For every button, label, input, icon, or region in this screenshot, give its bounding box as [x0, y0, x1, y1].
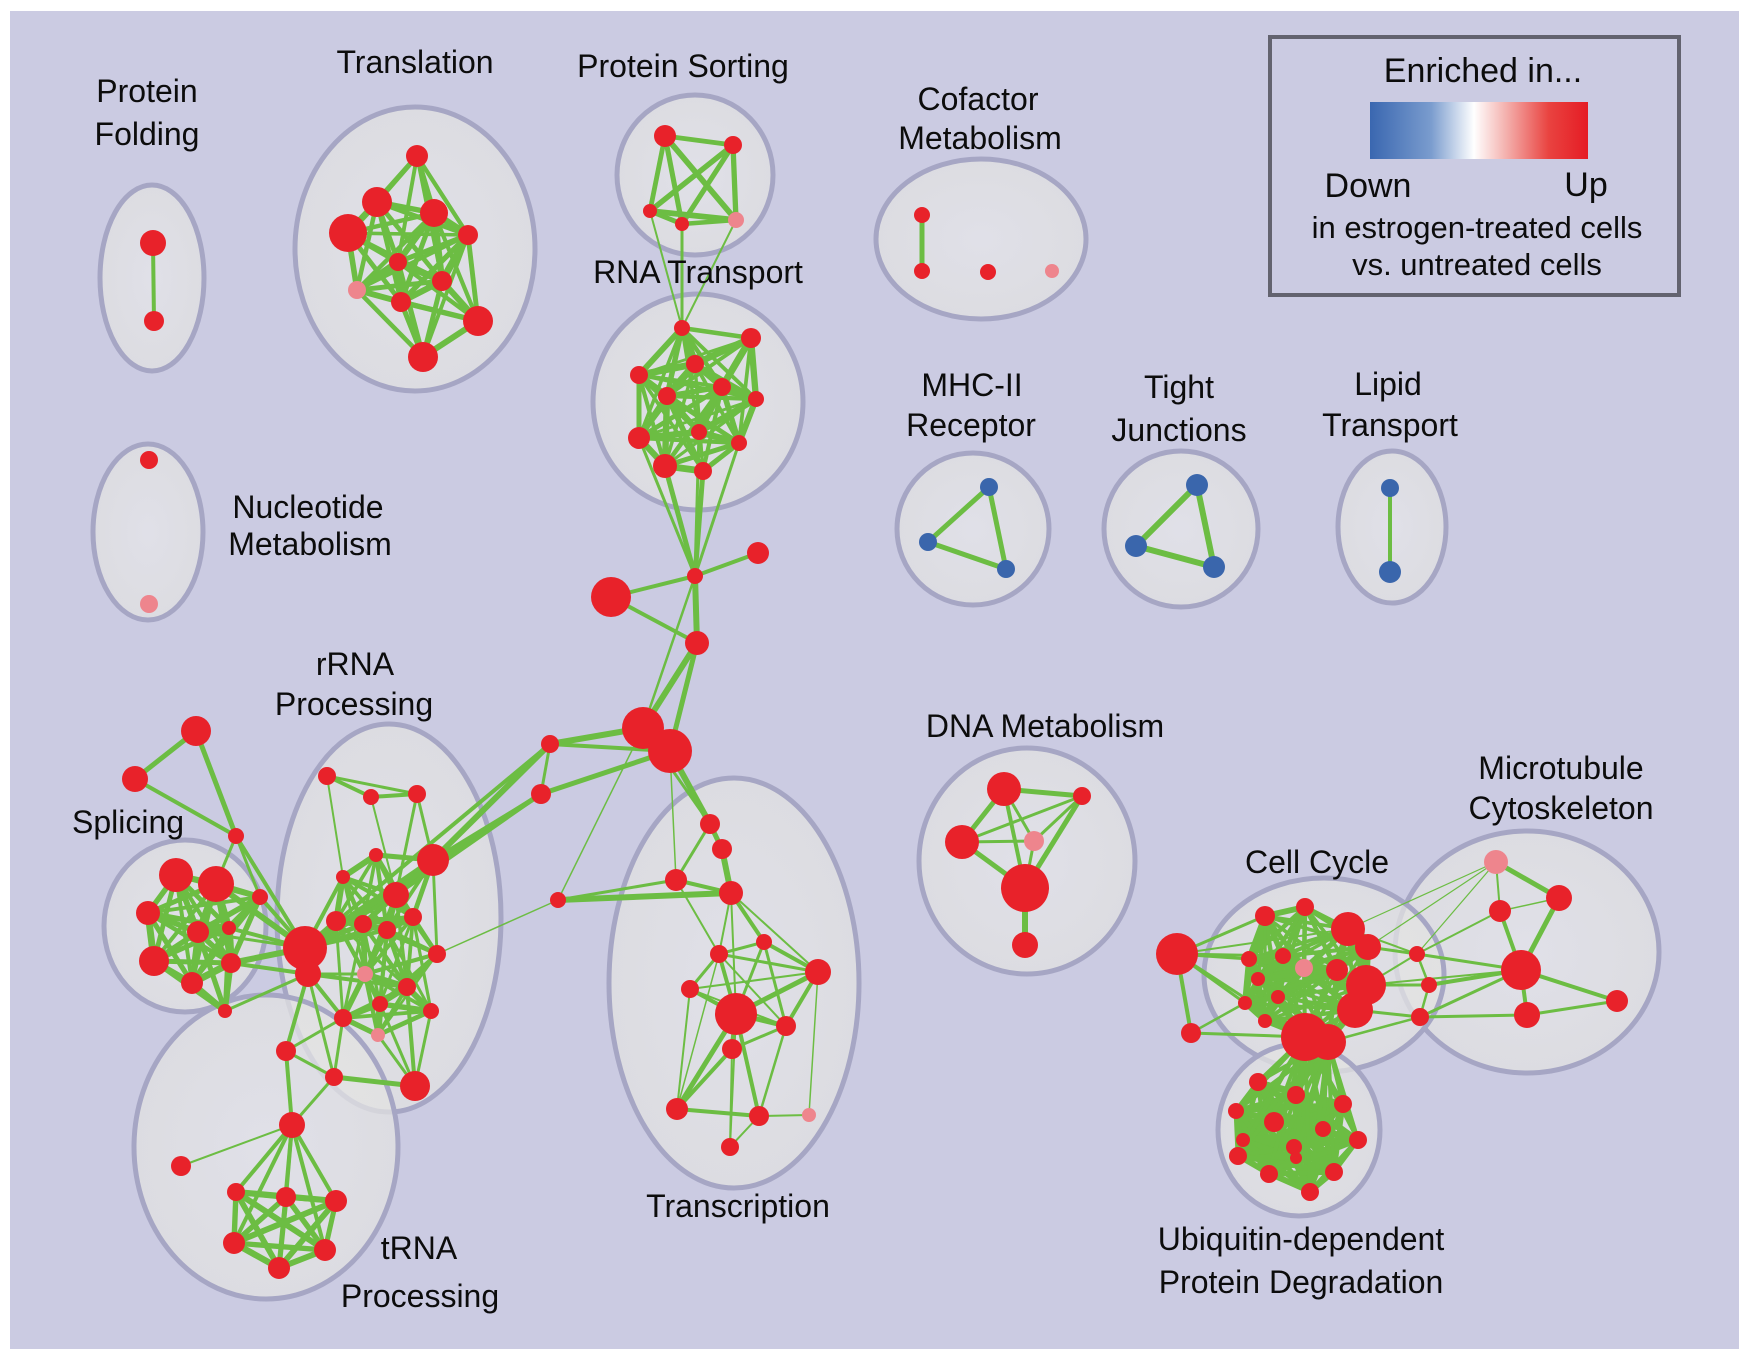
svg-text:Cytoskeleton: Cytoskeleton	[1469, 790, 1654, 826]
svg-text:Folding: Folding	[95, 116, 200, 152]
svg-text:rRNA: rRNA	[316, 646, 395, 682]
svg-text:Receptor: Receptor	[906, 407, 1036, 443]
svg-text:Protein: Protein	[96, 73, 197, 109]
svg-text:tRNA: tRNA	[381, 1230, 458, 1266]
svg-text:Cofactor: Cofactor	[918, 81, 1039, 117]
svg-text:Enriched in...: Enriched in...	[1384, 52, 1582, 90]
svg-text:Metabolism: Metabolism	[898, 120, 1062, 156]
svg-text:Down: Down	[1325, 167, 1412, 205]
svg-text:in estrogen-treated cells: in estrogen-treated cells	[1312, 210, 1643, 245]
svg-text:Processing: Processing	[341, 1278, 499, 1314]
svg-text:vs. untreated cells: vs. untreated cells	[1352, 247, 1602, 282]
svg-text:Protein Sorting: Protein Sorting	[577, 48, 789, 84]
svg-text:Tight: Tight	[1144, 369, 1214, 405]
svg-text:RNA Transport: RNA Transport	[593, 254, 803, 290]
svg-text:Nucleotide: Nucleotide	[232, 489, 383, 525]
svg-text:Lipid: Lipid	[1354, 366, 1422, 402]
svg-text:MHC-II: MHC-II	[921, 367, 1022, 403]
svg-text:DNA Metabolism: DNA Metabolism	[926, 708, 1164, 744]
svg-text:Metabolism: Metabolism	[228, 526, 392, 562]
svg-text:Splicing: Splicing	[72, 804, 184, 840]
svg-text:Processing: Processing	[275, 686, 433, 722]
svg-text:Transport: Transport	[1322, 407, 1458, 443]
svg-text:Translation: Translation	[336, 44, 493, 80]
svg-text:Transcription: Transcription	[646, 1188, 830, 1224]
svg-text:Junctions: Junctions	[1111, 412, 1246, 448]
svg-text:Cell Cycle: Cell Cycle	[1245, 844, 1389, 880]
svg-text:Ubiquitin-dependent: Ubiquitin-dependent	[1158, 1221, 1445, 1257]
svg-text:Protein Degradation: Protein Degradation	[1159, 1264, 1444, 1300]
svg-text:Up: Up	[1564, 166, 1607, 204]
svg-text:Microtubule: Microtubule	[1478, 750, 1643, 786]
